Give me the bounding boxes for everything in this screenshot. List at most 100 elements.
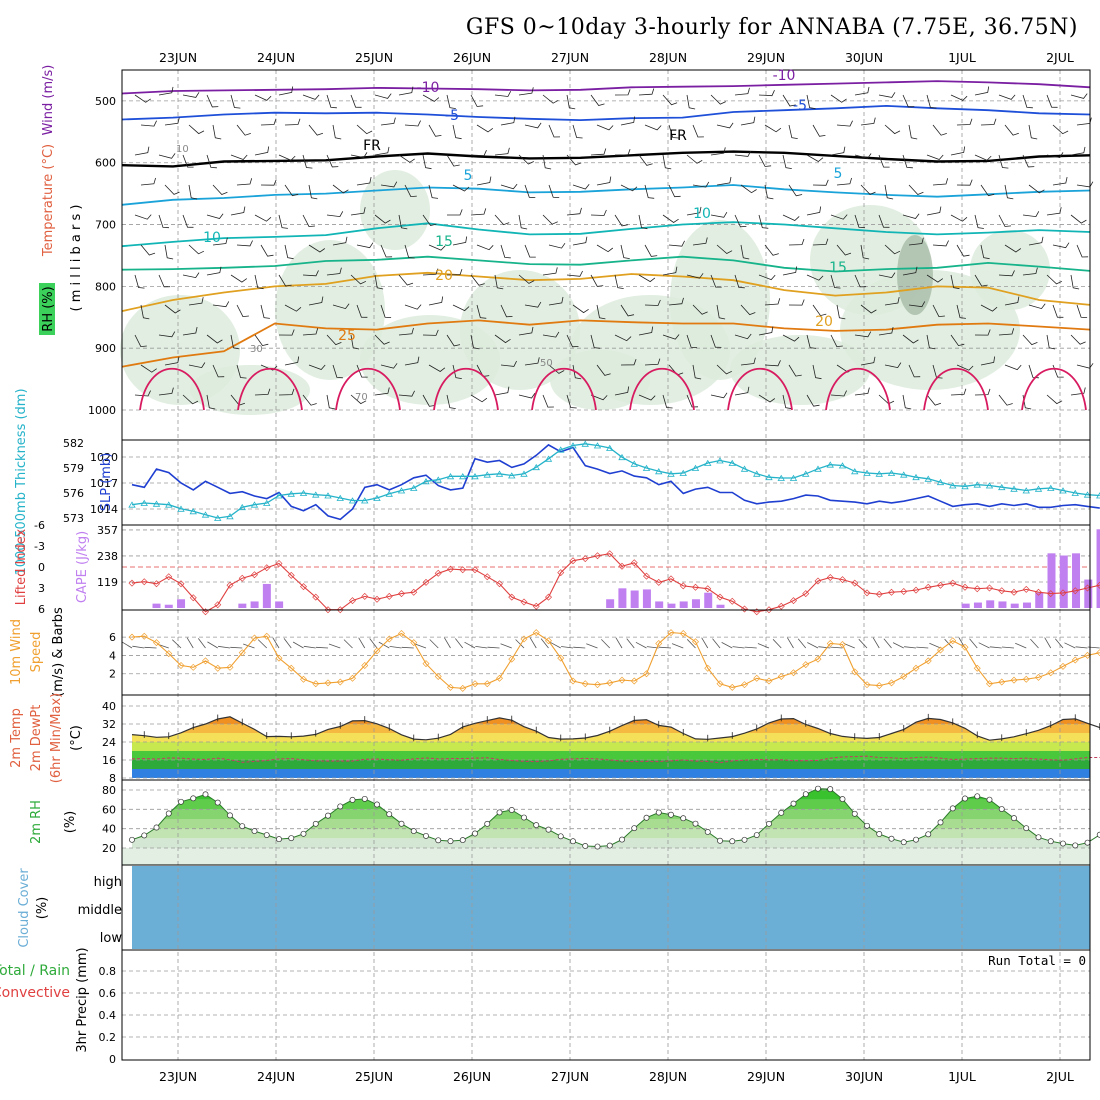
thickness-point [250, 501, 259, 508]
surface-wind-barb [626, 638, 635, 649]
date-label-bottom: 2JUL [1046, 1069, 1074, 1084]
thickness-point [1059, 487, 1067, 494]
wind-barb [716, 304, 726, 320]
wind-barb [764, 298, 781, 306]
wind-barb [356, 304, 368, 318]
thickness-point [1010, 485, 1018, 492]
wind-barb [356, 124, 373, 135]
thickness-point [569, 442, 577, 449]
thickness-point [434, 476, 442, 483]
isotherm-line [121, 150, 1091, 168]
wind-barb [662, 94, 678, 106]
wind-barb [908, 364, 921, 378]
wind-barb [782, 154, 792, 169]
rh-point [766, 820, 772, 827]
lifted-index-point [777, 602, 785, 610]
wind-speed-point [447, 683, 454, 691]
wind-barb [806, 154, 824, 162]
wind-barb [188, 244, 205, 255]
wind-barb [758, 214, 769, 229]
wind-barb [446, 394, 456, 409]
wind-barb [734, 150, 752, 157]
wind-barb [566, 334, 579, 348]
wind-barb [638, 394, 656, 401]
lifted-index-point [900, 588, 908, 595]
wind-barb [470, 150, 487, 157]
wind-barb [788, 124, 798, 139]
cape-bar [152, 603, 161, 608]
wind-barb [326, 334, 342, 346]
wind-speed-point [704, 664, 712, 672]
wind-barb [572, 124, 583, 139]
wind-barb [1004, 364, 1022, 371]
rh-point [704, 829, 711, 835]
wind-barb [734, 87, 750, 96]
wind-speed-point [998, 678, 1006, 686]
wind-barb [518, 326, 534, 336]
wind-barb [140, 364, 157, 373]
wind-barb [614, 274, 624, 289]
wind-barb [980, 356, 996, 366]
lifted-index-point [300, 583, 307, 591]
wind-barb [884, 362, 902, 369]
wind-barb [764, 124, 782, 133]
surface-wind-barb [892, 642, 904, 649]
temp-tick: 16 [102, 754, 116, 767]
lifted-index-point [692, 583, 699, 591]
rh-point [447, 838, 454, 845]
wind-barb [236, 304, 249, 318]
lifted-index-point [618, 562, 626, 570]
lifted-index-point [728, 597, 736, 605]
wind-barb [500, 116, 516, 126]
wind-barb [260, 304, 270, 319]
thickness-point [483, 471, 491, 478]
date-label-bottom: 26JUN [453, 1069, 491, 1084]
wind-speed-point [888, 679, 895, 687]
wind-barb [926, 394, 942, 406]
wind-barb [524, 357, 540, 366]
panel-frame-precip [121, 949, 1091, 1061]
cape-bar [986, 600, 995, 608]
wind-barb [830, 390, 847, 397]
wind-barb [950, 274, 960, 290]
rh-point [619, 836, 625, 843]
wind-barb [764, 244, 779, 256]
wind-barb [350, 274, 367, 285]
lifted-index-point [324, 606, 332, 614]
ylabel-minmax: (6hr Min/Max) [49, 693, 64, 783]
wind-barb [740, 304, 756, 316]
wind-barb [974, 86, 990, 96]
thickness-point [410, 484, 418, 491]
rh-shading [840, 270, 1020, 390]
surface-wind-barb [635, 641, 647, 649]
wind-barb [908, 237, 924, 246]
wind-barb [998, 94, 1016, 100]
cape-bar [1096, 529, 1100, 608]
wind-speed-point [496, 674, 503, 682]
wind-speed-point [1022, 675, 1030, 683]
wind-barb [302, 94, 320, 100]
temp-band [132, 742, 1090, 751]
wind-barb [212, 124, 222, 140]
wind-barb [932, 124, 947, 136]
wind-barb [428, 124, 442, 137]
surface-wind-barb [978, 642, 990, 649]
wind-barb [806, 394, 820, 407]
surface-wind-barb [797, 638, 807, 649]
wind-barb [884, 244, 901, 255]
lifted-index-point [202, 608, 209, 616]
wind-barb [374, 334, 390, 345]
thickness-point [446, 473, 455, 480]
surface-wind-barb [969, 638, 978, 649]
date-label-top: 27JUN [551, 50, 589, 65]
surface-wind-barb [989, 646, 1002, 649]
surface-wind-barb [283, 638, 292, 649]
surface-wind-barb [243, 643, 255, 649]
date-label-bottom: 30JUN [845, 1069, 883, 1084]
thickness-point [851, 468, 859, 475]
wind-barb [788, 184, 803, 197]
wind-speed-point [300, 675, 307, 683]
wind-barb [806, 94, 816, 110]
isotherm-label: FR [363, 138, 381, 154]
rh-point [864, 822, 870, 829]
